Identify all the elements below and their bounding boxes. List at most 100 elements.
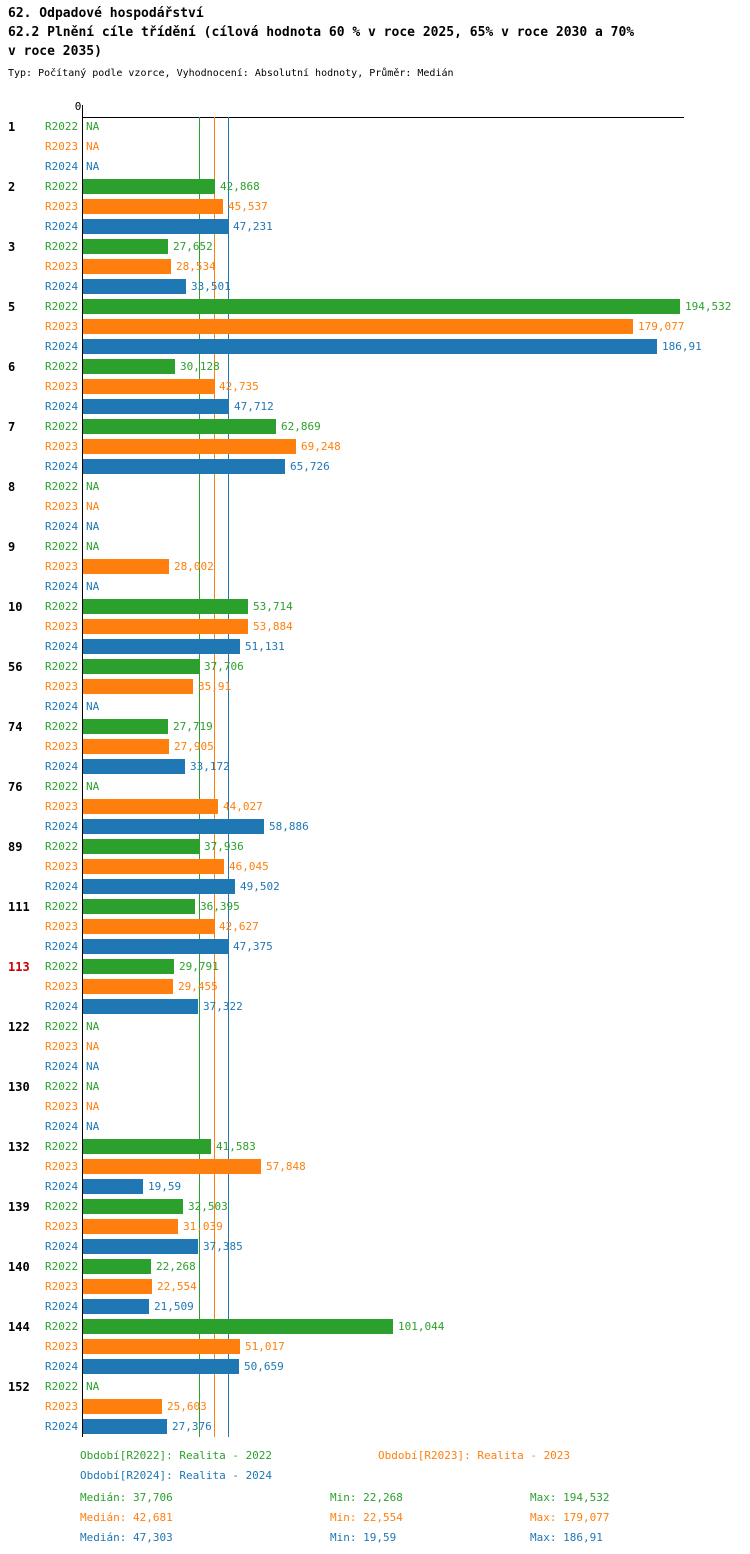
value-label: 37,385 bbox=[203, 1240, 243, 1253]
bar bbox=[83, 879, 235, 894]
x-axis-origin-label: 0 bbox=[74, 100, 82, 113]
value-label: 31,039 bbox=[183, 1220, 223, 1233]
median-reference-line bbox=[228, 117, 230, 1437]
series-row-label: R2024 bbox=[45, 280, 79, 293]
value-label-na: NA bbox=[86, 160, 100, 173]
series-row-label: R2023 bbox=[45, 1400, 79, 1413]
chart-legend: Období[R2022]: Realita - 2022 Období[R202… bbox=[0, 1446, 750, 1486]
series-row-label: R2022 bbox=[45, 540, 79, 553]
value-label: 42,735 bbox=[219, 380, 259, 393]
bar bbox=[83, 599, 248, 614]
series-row-label: R2024 bbox=[45, 460, 79, 473]
series-row-label: R2022 bbox=[45, 660, 79, 673]
series-row-label: R2024 bbox=[45, 1240, 79, 1253]
value-label-na: NA bbox=[86, 120, 100, 133]
bar bbox=[83, 679, 193, 694]
value-label: 65,726 bbox=[290, 460, 330, 473]
series-row-label: R2024 bbox=[45, 1000, 79, 1013]
series-row-label: R2024 bbox=[45, 1120, 79, 1133]
stat-min: Min: 19,59 bbox=[330, 1531, 397, 1544]
bar bbox=[83, 1259, 151, 1274]
group-id-label: 89 bbox=[8, 840, 23, 854]
group-id-label: 76 bbox=[8, 780, 23, 794]
bar bbox=[83, 759, 185, 774]
value-label-na: NA bbox=[86, 520, 100, 533]
bar bbox=[83, 259, 171, 274]
value-label: 194,532 bbox=[685, 300, 732, 313]
value-label: 33,172 bbox=[190, 760, 230, 773]
bar bbox=[83, 1319, 393, 1334]
bar bbox=[83, 739, 169, 754]
series-row-label: R2024 bbox=[45, 760, 79, 773]
series-row-label: R2024 bbox=[45, 940, 79, 953]
bar bbox=[83, 1339, 240, 1354]
value-label: 36,395 bbox=[200, 900, 240, 913]
value-label: 32,503 bbox=[188, 1200, 228, 1213]
bar bbox=[83, 339, 657, 354]
bar bbox=[83, 1159, 261, 1174]
bar bbox=[83, 619, 248, 634]
bar bbox=[83, 1399, 162, 1414]
bar bbox=[83, 819, 264, 834]
bar bbox=[83, 319, 633, 334]
value-label: 47,375 bbox=[233, 940, 273, 953]
value-label: 27,652 bbox=[173, 240, 213, 253]
series-row-label: R2024 bbox=[45, 400, 79, 413]
series-row-label: R2023 bbox=[45, 980, 79, 993]
series-row-label: R2022 bbox=[45, 360, 79, 373]
series-row-label: R2022 bbox=[45, 480, 79, 493]
series-row-label: R2024 bbox=[45, 1420, 79, 1433]
group-id-label: 2 bbox=[8, 180, 16, 194]
bar bbox=[83, 299, 680, 314]
bar bbox=[83, 379, 214, 394]
value-label: 51,131 bbox=[245, 640, 285, 653]
value-label: 37,706 bbox=[204, 660, 244, 673]
value-label: 44,027 bbox=[223, 800, 263, 813]
chart-title: 62. Odpadové hospodářství bbox=[8, 6, 204, 21]
value-label: 53,884 bbox=[253, 620, 293, 633]
value-label: 19,59 bbox=[148, 1180, 182, 1193]
value-label-na: NA bbox=[86, 780, 100, 793]
value-label: 29,455 bbox=[178, 980, 218, 993]
value-label-na: NA bbox=[86, 700, 100, 713]
value-label: 47,231 bbox=[233, 220, 273, 233]
bar bbox=[83, 219, 228, 234]
series-row-label: R2024 bbox=[45, 1060, 79, 1073]
bar bbox=[83, 719, 168, 734]
value-label: 21,509 bbox=[154, 1300, 194, 1313]
value-label-na: NA bbox=[86, 580, 100, 593]
value-label: 27,905 bbox=[174, 740, 214, 753]
bar bbox=[83, 419, 276, 434]
value-label-na: NA bbox=[86, 1100, 100, 1113]
series-row-label: R2023 bbox=[45, 440, 79, 453]
bar bbox=[83, 1219, 178, 1234]
series-row-label: R2024 bbox=[45, 1180, 79, 1193]
value-label: 50,659 bbox=[244, 1360, 284, 1373]
series-row-label: R2023 bbox=[45, 560, 79, 573]
value-label: 22,268 bbox=[156, 1260, 196, 1273]
series-row-label: R2024 bbox=[45, 160, 79, 173]
value-label: 22,554 bbox=[157, 1280, 197, 1293]
bar bbox=[83, 1359, 239, 1374]
group-id-label: 7 bbox=[8, 420, 16, 434]
value-label: 62,869 bbox=[281, 420, 321, 433]
series-row-label: R2022 bbox=[45, 1320, 79, 1333]
stat-max: Max: 186,91 bbox=[530, 1531, 603, 1544]
value-label-na: NA bbox=[86, 1080, 100, 1093]
chart-stats: Medián: 37,706 Min: 22,268 Max: 194,532 Med… bbox=[0, 1488, 750, 1550]
bar bbox=[83, 799, 218, 814]
bar bbox=[83, 659, 199, 674]
value-label-na: NA bbox=[86, 1120, 100, 1133]
value-label: 51,017 bbox=[245, 1340, 285, 1353]
bar bbox=[83, 959, 174, 974]
legend-item: Období[R2024]: Realita - 2024 bbox=[80, 1469, 273, 1482]
chart-subtitle-line2: v roce 2035) bbox=[8, 44, 102, 59]
y-axis-line bbox=[82, 105, 83, 1437]
series-row-label: R2023 bbox=[45, 140, 79, 153]
value-label-na: NA bbox=[86, 1040, 100, 1053]
series-row-label: R2022 bbox=[45, 720, 79, 733]
bar bbox=[83, 899, 195, 914]
value-label-na: NA bbox=[86, 140, 100, 153]
series-row-label: R2024 bbox=[45, 220, 79, 233]
